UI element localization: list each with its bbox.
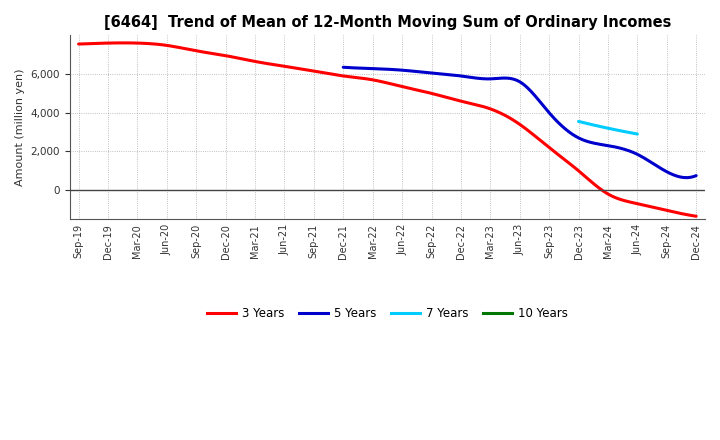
3 Years: [692, 213, 701, 219]
7 Years: [624, 130, 632, 135]
5 Years: [555, 121, 564, 126]
3 Years: [636, 202, 644, 207]
3 Years: [120, 40, 128, 45]
7 Years: [628, 130, 636, 136]
Line: 5 Years: 5 Years: [343, 67, 696, 178]
3 Years: [597, 187, 606, 192]
Y-axis label: Amount (million yen): Amount (million yen): [15, 69, 25, 186]
7 Years: [609, 127, 618, 132]
Title: [6464]  Trend of Mean of 12-Month Moving Sum of Ordinary Incomes: [6464] Trend of Mean of 12-Month Moving …: [104, 15, 671, 30]
Legend: 3 Years, 5 Years, 7 Years, 10 Years: 3 Years, 5 Years, 7 Years, 10 Years: [202, 302, 572, 325]
5 Years: [683, 175, 691, 180]
Line: 7 Years: 7 Years: [579, 121, 637, 134]
3 Years: [442, 95, 451, 100]
5 Years: [549, 115, 558, 120]
3 Years: [444, 95, 453, 100]
5 Years: [340, 65, 348, 70]
7 Years: [609, 127, 618, 132]
7 Years: [633, 132, 642, 137]
5 Years: [692, 173, 701, 178]
3 Years: [454, 98, 463, 103]
5 Years: [339, 65, 348, 70]
7 Years: [575, 119, 583, 124]
3 Years: [76, 41, 85, 47]
5 Years: [548, 114, 557, 119]
7 Years: [611, 127, 619, 132]
3 Years: [74, 41, 83, 47]
5 Years: [636, 154, 645, 159]
7 Years: [575, 119, 583, 124]
5 Years: [659, 167, 667, 172]
Line: 3 Years: 3 Years: [78, 43, 696, 216]
